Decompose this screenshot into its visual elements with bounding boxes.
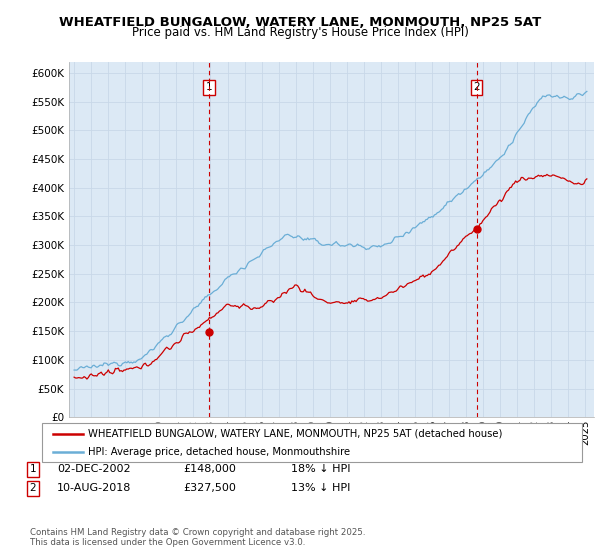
Text: 02-DEC-2002: 02-DEC-2002 — [57, 464, 131, 474]
Text: 2: 2 — [473, 82, 480, 92]
Text: 10-AUG-2018: 10-AUG-2018 — [57, 483, 131, 493]
Text: 18% ↓ HPI: 18% ↓ HPI — [291, 464, 350, 474]
FancyBboxPatch shape — [42, 423, 582, 462]
Text: 1: 1 — [206, 82, 212, 92]
Text: 13% ↓ HPI: 13% ↓ HPI — [291, 483, 350, 493]
Text: HPI: Average price, detached house, Monmouthshire: HPI: Average price, detached house, Monm… — [88, 447, 350, 457]
Text: 1: 1 — [29, 464, 37, 474]
Text: £148,000: £148,000 — [183, 464, 236, 474]
Text: 2: 2 — [29, 483, 37, 493]
Text: WHEATFIELD BUNGALOW, WATERY LANE, MONMOUTH, NP25 5AT (detached house): WHEATFIELD BUNGALOW, WATERY LANE, MONMOU… — [88, 429, 502, 439]
Text: WHEATFIELD BUNGALOW, WATERY LANE, MONMOUTH, NP25 5AT: WHEATFIELD BUNGALOW, WATERY LANE, MONMOU… — [59, 16, 541, 29]
Text: £327,500: £327,500 — [183, 483, 236, 493]
Text: Price paid vs. HM Land Registry's House Price Index (HPI): Price paid vs. HM Land Registry's House … — [131, 26, 469, 39]
Text: Contains HM Land Registry data © Crown copyright and database right 2025.
This d: Contains HM Land Registry data © Crown c… — [30, 528, 365, 547]
